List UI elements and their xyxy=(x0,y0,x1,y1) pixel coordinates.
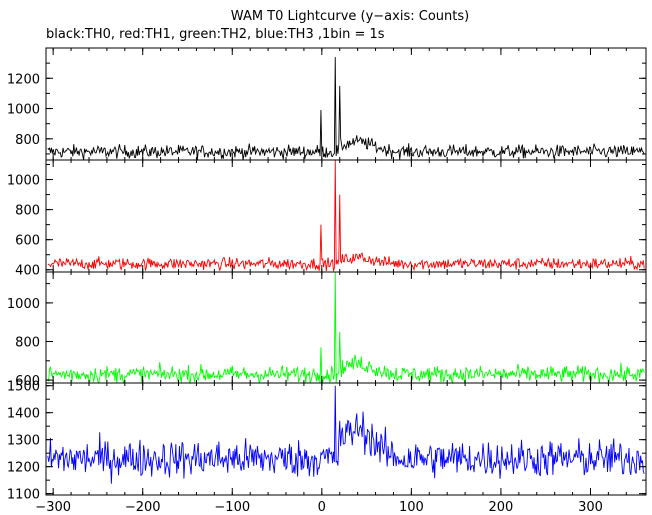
y-tick-label: 600 xyxy=(15,234,40,249)
series-line-th2 xyxy=(47,271,645,385)
panel-frame-th3 xyxy=(45,382,647,496)
x-tick-label: −200 xyxy=(125,500,161,515)
y-tick-label: 800 xyxy=(15,204,40,219)
y-tick-label: 600 xyxy=(15,374,40,389)
y-tick-label: 1300 xyxy=(7,434,40,449)
y-tick-label: 1500 xyxy=(7,380,40,395)
y-tick-label: 1000 xyxy=(7,174,40,189)
series-line-th3 xyxy=(47,385,645,484)
x-tick-label: 200 xyxy=(489,500,514,515)
y-tick-label: 1400 xyxy=(7,407,40,422)
x-tick-label: −100 xyxy=(214,500,250,515)
chart-title: WAM T0 Lightcurve (y−axis: Counts) xyxy=(230,9,470,24)
y-tick-label: 1100 xyxy=(7,488,40,503)
panel-frame-th0 xyxy=(45,47,647,161)
y-tick-label: 1000 xyxy=(7,103,40,118)
x-tick-label: 0 xyxy=(318,500,326,515)
chart-subtitle: black:TH0, red:TH1, green:TH2, blue:TH3 … xyxy=(46,27,385,42)
y-tick-label: 400 xyxy=(15,264,40,279)
x-tick-label: −300 xyxy=(35,500,71,515)
y-tick-label: 800 xyxy=(15,133,40,148)
x-tick-label: 100 xyxy=(399,500,424,515)
series-line-th1 xyxy=(47,159,645,272)
y-tick-label: 1200 xyxy=(7,461,40,476)
x-tick-label: 300 xyxy=(578,500,603,515)
y-tick-label: 800 xyxy=(15,335,40,350)
y-tick-label: 1200 xyxy=(7,72,40,87)
series-line-th0 xyxy=(47,57,645,161)
y-tick-label: 1000 xyxy=(7,297,40,312)
